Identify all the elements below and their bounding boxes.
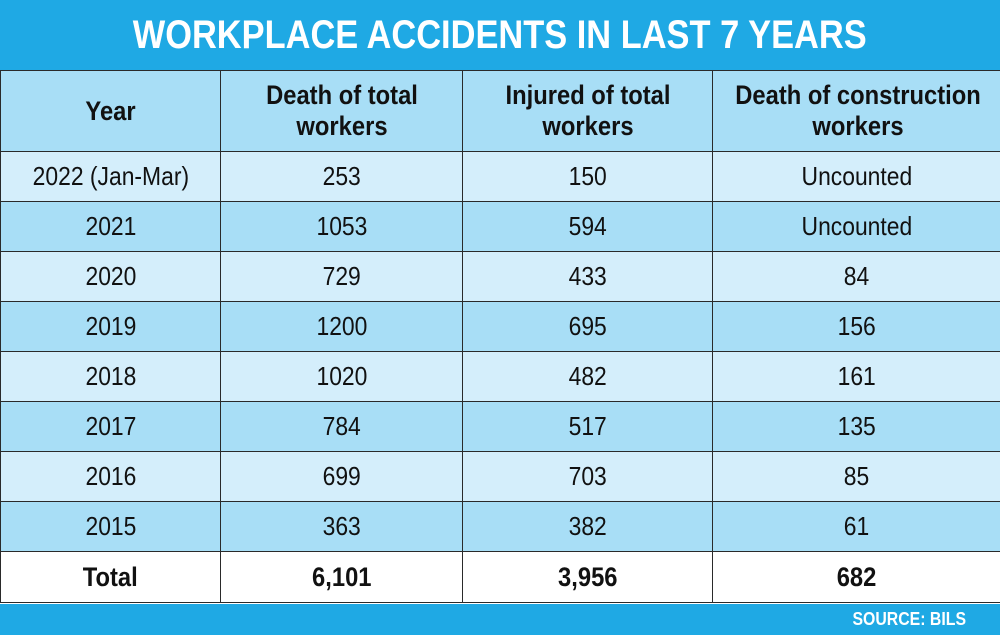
cell-value: 84 [843,261,870,291]
table-cell: 517 [462,401,713,452]
table-cell: 61 [712,501,1000,552]
cell-value: 61 [843,511,870,541]
table-cell: Uncounted [712,151,1000,202]
table-cell: 699 [220,451,463,502]
table-cell: 2017 [0,401,221,452]
total-cell: 3,956 [462,551,713,603]
table-cell: Uncounted [712,201,1000,252]
table-cell: 382 [462,501,713,552]
table-cell: 703 [462,451,713,502]
cell-value: 85 [843,461,870,491]
cell-value: 1200 [316,311,367,341]
table-row: 2020 729 433 84 [0,251,1000,302]
cell-value: 784 [322,411,361,441]
table-cell: 2021 [0,201,221,252]
column-header-label: Death of total workers [265,80,418,141]
accidents-table: Year Death of total workers Injured of t… [0,70,1000,603]
table-cell: 2018 [0,351,221,402]
cell-value: 2016 [85,461,136,491]
total-cell: 682 [712,551,1000,603]
cell-value: 2018 [85,361,136,391]
table-cell: 1020 [220,351,463,402]
column-header: Death of construction workers [712,70,1000,152]
cell-value: 695 [568,311,607,341]
cell-value: 156 [837,311,876,341]
cell-value: 1020 [316,361,367,391]
page-title: WORKPLACE ACCIDENTS IN LAST 7 YEARS [133,12,867,57]
table-row: 2021 1053 594 Uncounted [0,201,1000,252]
table-body: 2022 (Jan-Mar) 253 150 Uncounted 2021 1053 594… [0,151,1000,603]
total-value: 682 [836,561,877,592]
table-row: 2022 (Jan-Mar) 253 150 Uncounted [0,151,1000,202]
cell-value: 703 [568,461,607,491]
table-row: 2018 1020 482 161 [0,351,1000,402]
table-cell: 2020 [0,251,221,302]
table-row: 2016 699 703 85 [0,451,1000,502]
footer-bar: SOURCE: BILS [0,604,1000,635]
table-cell: 1200 [220,301,463,352]
column-header: Year [0,70,221,152]
table-cell: 2015 [0,501,221,552]
table-cell: 161 [712,351,1000,402]
title-bar: WORKPLACE ACCIDENTS IN LAST 7 YEARS [0,0,1000,70]
cell-value: 363 [322,511,361,541]
table-cell: 135 [712,401,1000,452]
cell-value: 253 [322,161,361,191]
table-cell: 150 [462,151,713,202]
cell-value: Uncounted [801,161,912,191]
table-cell: 363 [220,501,463,552]
table-cell: 784 [220,401,463,452]
table-cell: 594 [462,201,713,252]
column-header: Death of total workers [220,70,463,152]
table-cell: 2016 [0,451,221,502]
total-value: 6,101 [311,561,372,592]
table-cell: 433 [462,251,713,302]
cell-value: 433 [568,261,607,291]
total-value: Total [83,561,138,592]
table-header-row: Year Death of total workers Injured of t… [0,70,1000,152]
source-credit: SOURCE: BILS [852,609,966,629]
cell-value: 2021 [85,211,136,241]
table-cell: 695 [462,301,713,352]
cell-value: 135 [837,411,876,441]
cell-value: 482 [568,361,607,391]
table-cell: 1053 [220,201,463,252]
cell-value: 1053 [316,211,367,241]
cell-value: 150 [568,161,607,191]
total-cell: Total [0,551,221,603]
cell-value: 2017 [85,411,136,441]
cell-value: 382 [568,511,607,541]
table-cell: 84 [712,251,1000,302]
table-row: 2019 1200 695 156 [0,301,1000,352]
table-cell: 156 [712,301,1000,352]
table-cell: 85 [712,451,1000,502]
cell-value: 161 [837,361,876,391]
table-cell: 729 [220,251,463,302]
column-header: Injured of total workers [462,70,713,152]
cell-value: 2020 [85,261,136,291]
table-cell: 253 [220,151,463,202]
cell-value: 517 [568,411,607,441]
table-cell: 482 [462,351,713,402]
column-header-label: Death of construction workers [735,80,981,141]
cell-value: 594 [568,211,607,241]
column-header-label: Injured of total workers [505,80,670,141]
cell-value: Uncounted [801,211,912,241]
cell-value: 699 [322,461,361,491]
cell-value: 729 [322,261,361,291]
cell-value: 2019 [85,311,136,341]
table-row: 2017 784 517 135 [0,401,1000,452]
total-cell: 6,101 [220,551,463,603]
cell-value: 2015 [85,511,136,541]
table-row: 2015 363 382 61 [0,501,1000,552]
cell-value: 2022 (Jan-Mar) [32,161,189,191]
table-cell: 2022 (Jan-Mar) [0,151,221,202]
total-row: Total 6,101 3,956 682 [0,551,1000,603]
column-header-label: Year [85,95,136,126]
table-cell: 2019 [0,301,221,352]
total-value: 3,956 [557,561,618,592]
